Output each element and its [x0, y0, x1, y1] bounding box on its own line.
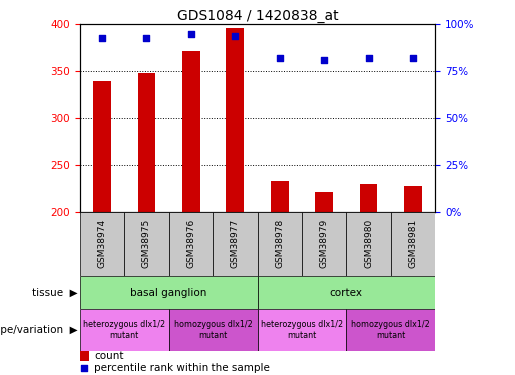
Point	[187, 31, 195, 37]
Text: GSM38974: GSM38974	[97, 219, 107, 268]
Text: GSM38977: GSM38977	[231, 219, 240, 268]
Text: GSM38980: GSM38980	[364, 219, 373, 268]
Bar	[302, 212, 346, 276]
Bar	[213, 212, 258, 276]
Point	[365, 55, 373, 61]
Bar	[227, 28, 244, 212]
Bar	[80, 351, 89, 361]
Bar	[315, 192, 333, 212]
Bar	[346, 309, 435, 351]
Text: genotype/variation  ▶: genotype/variation ▶	[0, 325, 77, 335]
Text: count: count	[94, 351, 124, 361]
Bar	[346, 212, 391, 276]
Text: cortex: cortex	[330, 288, 363, 297]
Text: homozygous dlx1/2
mutant: homozygous dlx1/2 mutant	[174, 320, 252, 340]
Bar	[271, 181, 288, 212]
Bar	[93, 81, 111, 212]
Bar	[169, 309, 258, 351]
Bar	[391, 212, 435, 276]
Text: tissue  ▶: tissue ▶	[31, 288, 77, 297]
Text: GSM38978: GSM38978	[275, 219, 284, 268]
Text: GSM38979: GSM38979	[320, 219, 329, 268]
Text: heterozygous dlx1/2
mutant: heterozygous dlx1/2 mutant	[261, 320, 343, 340]
Text: heterozygous dlx1/2
mutant: heterozygous dlx1/2 mutant	[83, 320, 165, 340]
Point	[409, 55, 417, 61]
Bar	[80, 309, 169, 351]
Bar	[182, 51, 200, 212]
Bar	[258, 276, 435, 309]
Bar	[359, 184, 377, 212]
Title: GDS1084 / 1420838_at: GDS1084 / 1420838_at	[177, 9, 338, 23]
Point	[320, 57, 328, 63]
Point	[80, 365, 89, 371]
Text: homozygous dlx1/2
mutant: homozygous dlx1/2 mutant	[351, 320, 430, 340]
Bar	[258, 309, 346, 351]
Bar	[138, 73, 156, 212]
Text: GSM38981: GSM38981	[408, 219, 418, 268]
Bar	[80, 212, 124, 276]
Point	[142, 34, 150, 40]
Text: GSM38975: GSM38975	[142, 219, 151, 268]
Text: GSM38976: GSM38976	[186, 219, 195, 268]
Text: basal ganglion: basal ganglion	[130, 288, 207, 297]
Bar	[124, 212, 169, 276]
Bar	[80, 276, 258, 309]
Point	[98, 34, 106, 40]
Bar	[404, 186, 422, 212]
Bar	[169, 212, 213, 276]
Point	[231, 33, 239, 39]
Text: percentile rank within the sample: percentile rank within the sample	[94, 363, 270, 373]
Point	[276, 55, 284, 61]
Bar	[258, 212, 302, 276]
